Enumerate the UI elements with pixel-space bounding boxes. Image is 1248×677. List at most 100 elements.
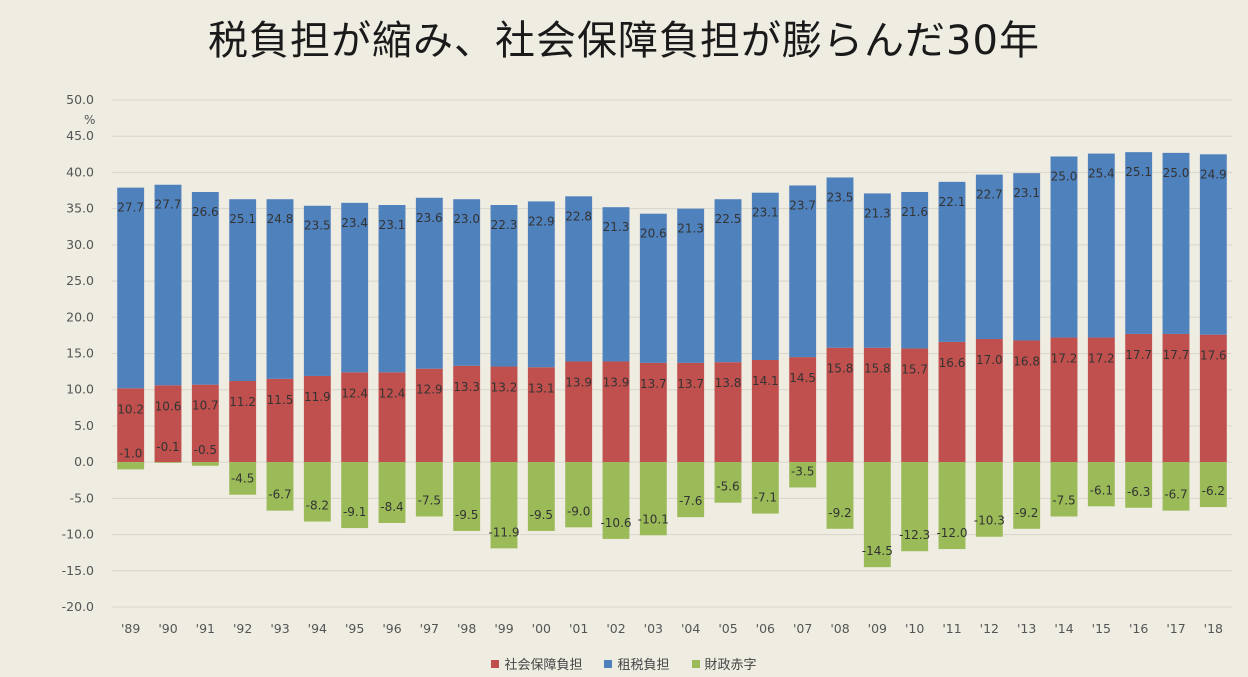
data-label-deficit: -14.5 [862,544,893,558]
data-label-tax: 23.1 [379,218,406,232]
bar-deficit [714,462,742,503]
data-label-deficit: -12.3 [899,528,930,542]
bar-social-security [975,339,1003,463]
bar-tax [154,184,182,386]
bar-social-security [1125,333,1153,463]
data-label-tax: 27.7 [155,198,182,212]
legend-item: 租税負担 [604,654,670,673]
data-label-tax: 23.5 [827,190,854,204]
x-tick-label: '06 [756,621,775,636]
bar-social-security [266,378,294,463]
data-label-deficit: -6.1 [1090,483,1113,497]
bar-tax [303,205,331,376]
y-unit-label: % [84,113,95,127]
bar-social-security [341,372,369,463]
data-label-social-security: 14.1 [752,374,779,388]
y-tick-label: 30.0 [66,237,94,252]
y-tick-label: 20.0 [66,309,94,324]
bar-deficit [938,462,966,550]
x-tick-label: '08 [830,621,849,636]
bar-social-security [938,341,966,463]
data-label-tax: 25.4 [1088,167,1115,181]
bar-deficit [1087,462,1115,507]
y-tick-label: 0.0 [74,454,94,469]
x-tick-label: '90 [158,621,177,636]
bar-tax [1050,156,1078,338]
bar-social-security [677,362,705,463]
data-label-deficit: -6.3 [1127,485,1150,499]
bar-tax [266,199,294,379]
bar-deficit [1125,462,1153,508]
bar-deficit [677,462,705,518]
data-label-deficit: -9.1 [343,505,366,519]
data-label-social-security: 14.5 [789,371,816,385]
data-label-tax: 23.0 [453,212,480,226]
y-tick-label: -10.0 [62,527,94,542]
bar-tax [191,191,219,385]
data-label-tax: 21.3 [603,220,630,234]
x-tick-label: '93 [270,621,289,636]
data-label-social-security: 13.8 [715,376,742,390]
bar-social-security [490,366,518,463]
data-label-social-security: 16.8 [1013,354,1040,368]
data-label-deficit: -10.3 [974,514,1005,528]
data-label-social-security: 12.4 [379,386,406,400]
data-label-social-security: 17.2 [1088,352,1115,366]
x-tick-label: '94 [308,621,327,636]
data-label-tax: 22.9 [528,214,555,228]
bar-tax [527,201,555,368]
bar-social-security [901,348,929,463]
bar-tax [453,199,481,366]
x-tick-label: '97 [420,621,439,636]
data-label-tax: 23.1 [752,206,779,220]
data-label-tax: 24.9 [1200,167,1227,181]
bar-deficit [975,462,1003,537]
data-label-social-security: 12.9 [416,383,443,397]
bar-deficit [826,462,854,529]
x-tick-label: '01 [569,621,588,636]
data-label-social-security: 13.9 [565,375,592,389]
bar-deficit [341,462,369,529]
data-label-deficit: -4.5 [231,472,254,486]
x-tick-label: '05 [718,621,737,636]
data-label-deficit: -7.5 [1052,493,1075,507]
data-label-tax: 23.7 [789,198,816,212]
bar-tax [1125,152,1153,334]
bar-deficit [1013,462,1041,529]
data-label-tax: 22.5 [715,212,742,226]
bar-tax [1013,173,1041,341]
bar-deficit [565,462,593,528]
data-label-social-security: 10.7 [192,399,219,413]
bar-social-security [565,361,593,463]
data-label-deficit: -6.7 [268,488,291,502]
data-label-deficit: -1.0 [119,446,142,460]
data-label-tax: 23.4 [341,216,368,230]
data-label-deficit: -9.2 [1015,506,1038,520]
bar-tax [229,199,257,382]
bar-tax [490,205,518,367]
data-label-deficit: -7.1 [754,491,777,505]
bar-deficit [266,462,294,511]
data-label-deficit: -7.6 [679,494,702,508]
data-label-tax: 20.6 [640,227,667,241]
data-label-social-security: 13.2 [491,381,518,395]
bar-tax [751,192,779,361]
legend-swatch [604,659,613,668]
bar-deficit [639,462,667,536]
y-tick-label: -20.0 [62,599,94,614]
x-tick-label: '17 [1166,621,1185,636]
bar-deficit [378,462,406,523]
bar-social-security [714,362,742,463]
bar-deficit [415,462,443,517]
bar-tax [378,205,406,373]
x-tick-label: '12 [980,621,999,636]
data-label-tax: 23.5 [304,219,331,233]
x-tick-label: '18 [1204,621,1223,636]
data-label-social-security: 11.5 [267,393,294,407]
bar-tax [1199,154,1227,335]
bar-deficit [527,462,555,531]
x-tick-label: '89 [121,621,140,636]
data-label-tax: 21.3 [864,206,891,220]
data-label-tax: 21.3 [677,222,704,236]
data-label-tax: 23.6 [416,211,443,225]
